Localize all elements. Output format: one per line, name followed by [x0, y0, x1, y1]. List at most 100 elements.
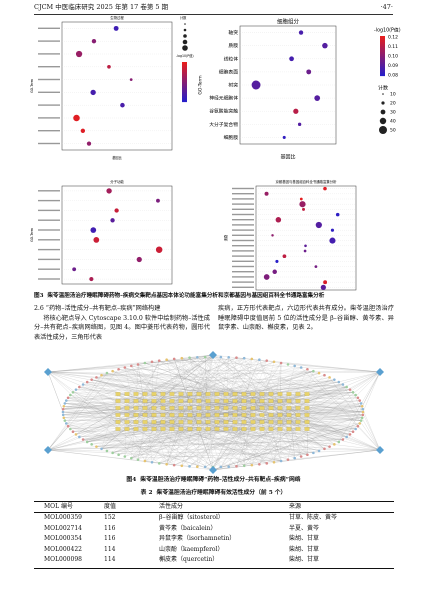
dot [293, 108, 299, 114]
network-edge [216, 407, 364, 413]
category-label-placeholder [38, 27, 60, 29]
compound-node [69, 393, 72, 397]
category-label-placeholder [232, 234, 254, 236]
table-cell: MOL000359 [44, 514, 82, 521]
target-node [178, 413, 184, 417]
compound-node [345, 385, 348, 389]
legend-title: 计数 [180, 15, 187, 20]
network-edge [162, 407, 198, 467]
colorbar [182, 88, 187, 91]
compound-node [356, 424, 360, 428]
compound-node [111, 369, 114, 373]
network-edge [70, 394, 214, 471]
colorbar [182, 86, 187, 89]
target-node [277, 413, 283, 417]
network-edge [166, 359, 182, 416]
compound-node [317, 371, 321, 375]
colorbar [182, 94, 187, 97]
network-edge [159, 371, 381, 464]
dot [264, 191, 269, 196]
category-label: 质膜 [228, 42, 238, 49]
compound-node [188, 465, 191, 468]
network-edge [112, 371, 245, 423]
target-node [115, 399, 121, 403]
category-label-placeholder [38, 278, 60, 280]
network-edge [259, 359, 281, 409]
category-label-placeholder [232, 265, 254, 268]
target-node [241, 420, 247, 424]
colorbar [380, 50, 385, 53]
target-node [286, 427, 292, 431]
caption-text: 柴苓温胆汤治疗睡眠障碍药物–疾病交集靶点基因本体论功能富集分析和京都基因与基因组… [47, 293, 325, 299]
target-node [124, 420, 130, 424]
target-node [223, 413, 229, 417]
compound-node [105, 371, 109, 375]
target-node [160, 420, 166, 424]
network-edge [101, 371, 381, 376]
category-label: 细胞表面 [219, 68, 238, 75]
network-edge [47, 449, 175, 466]
colorbar-tick: 0.09 [388, 63, 398, 69]
compound-node [136, 363, 140, 366]
network-edge [151, 361, 263, 416]
colorbar [182, 100, 187, 103]
colorbar [380, 70, 385, 73]
target-node [295, 420, 301, 424]
category-label-placeholder [38, 199, 60, 202]
network-edge [171, 371, 314, 402]
network-edge [131, 365, 245, 395]
target-node [178, 392, 184, 396]
colorbar [380, 46, 385, 49]
network-edge [126, 389, 351, 416]
category-label: 细胞膜 [224, 134, 239, 141]
header-rule [34, 14, 393, 15]
target-node [160, 399, 166, 403]
target-node [223, 399, 229, 403]
network-edge [270, 373, 320, 430]
network-edge [236, 357, 308, 395]
network-edge [198, 358, 252, 416]
dot [271, 234, 274, 237]
target-node [268, 420, 274, 424]
network-edge [135, 371, 314, 409]
network-edge [101, 375, 218, 430]
network-edge [212, 354, 363, 407]
category-label-placeholder [232, 286, 254, 288]
table-cell: 柴胡、甘草 [289, 545, 320, 553]
compound-node [165, 358, 168, 361]
target-node [133, 399, 139, 403]
colorbar-tick: 0.11 [388, 44, 398, 50]
network-edge [216, 358, 252, 409]
compound-node [85, 380, 89, 384]
target-node [178, 406, 184, 410]
network-edge [236, 400, 272, 467]
compound-node [265, 359, 269, 362]
network-edge [47, 360, 160, 373]
network-edge [306, 407, 356, 430]
figure-caption: 图3 柴苓温胆汤治疗睡眠障碍药物–疾病交集靶点基因本体论功能富集分析和京都基因与… [34, 292, 394, 302]
network-edge [96, 377, 218, 395]
network-edge [236, 371, 381, 467]
compound-node [299, 455, 303, 458]
network-edge [79, 428, 173, 438]
network-edge [112, 414, 146, 453]
network-edge [329, 377, 381, 451]
column-header: 来源 [289, 503, 302, 510]
network-edge [91, 379, 119, 430]
colorbar-tick: 0.10 [388, 54, 398, 60]
y-axis-title: GO-Term [198, 75, 204, 94]
network-edge [87, 381, 299, 409]
compound-node [62, 404, 66, 408]
compound-node [157, 359, 161, 362]
compound-node [180, 356, 184, 360]
colorbar [182, 92, 187, 95]
network-edge [153, 428, 282, 462]
category-label-placeholder [232, 276, 254, 278]
compound-node [111, 451, 114, 455]
network-edge [101, 393, 119, 449]
compound-node [242, 464, 246, 468]
compound-node [62, 416, 66, 420]
network-edge [171, 417, 363, 430]
compound-node [95, 376, 98, 379]
target-node [160, 427, 166, 431]
